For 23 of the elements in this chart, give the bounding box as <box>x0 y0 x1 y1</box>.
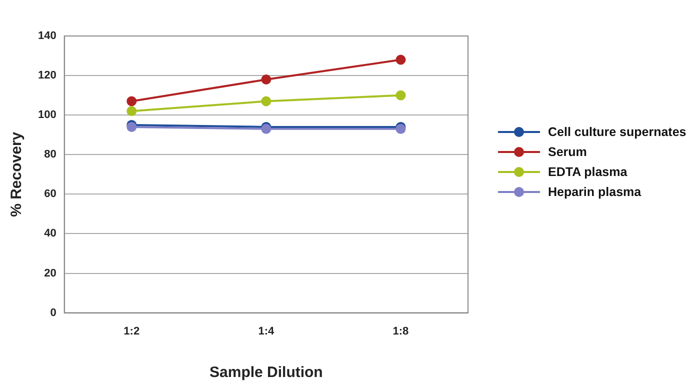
x-tick-label: 1:8 <box>392 325 409 338</box>
y-tick-label: 80 <box>44 148 56 161</box>
y-tick-label: 0 <box>50 306 56 319</box>
x-tick-label: 1:2 <box>124 325 140 338</box>
legend-label: Serum <box>548 145 587 159</box>
y-axis-title: % Recovery <box>8 131 26 217</box>
y-tick-label: 140 <box>38 30 56 42</box>
y-tick-label: 40 <box>44 228 56 240</box>
point <box>126 96 137 106</box>
x-tick-label: 1:4 <box>258 325 276 338</box>
legend-label: Heparin plasma <box>548 185 642 199</box>
y-tick-label: 100 <box>38 109 56 122</box>
y-tick-label: 120 <box>38 70 56 82</box>
point <box>396 54 406 65</box>
y-tick-label: 60 <box>44 188 56 200</box>
point <box>396 90 406 100</box>
point <box>261 96 272 106</box>
point <box>261 74 272 84</box>
x-axis-title: Sample Dilution <box>210 364 323 382</box>
legend-label: Cell culture supernates <box>548 125 686 139</box>
point <box>126 106 137 116</box>
y-tick-label: 20 <box>44 267 56 280</box>
legend-label: EDTA plasma <box>548 165 628 179</box>
